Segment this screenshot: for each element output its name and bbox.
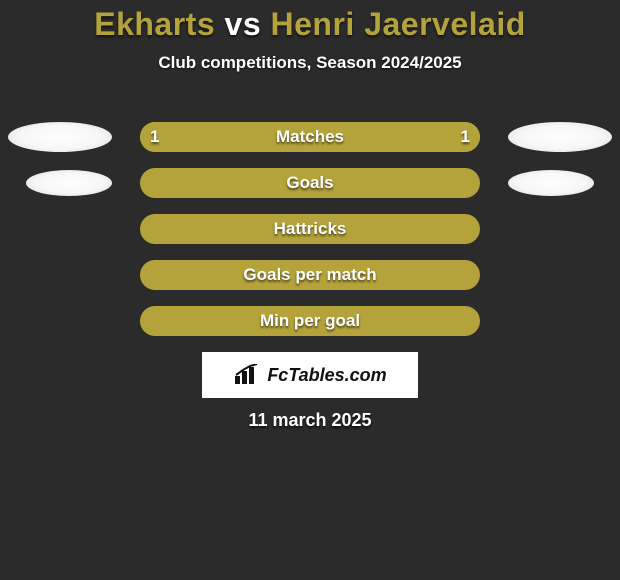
flank-ellipse-left [26,170,112,196]
stat-row: Goals per match [140,260,480,290]
vs-text: vs [225,6,262,42]
stat-label: Goals per match [243,265,376,285]
stat-label: Goals [286,173,333,193]
stat-row: Matches 1 1 [140,122,480,152]
stat-value-left: 1 [150,127,159,147]
subtitle: Club competitions, Season 2024/2025 [0,53,620,73]
flank-ellipse-left [8,122,112,152]
stat-label: Min per goal [260,311,360,331]
stat-label: Hattricks [274,219,347,239]
date-text: 11 march 2025 [248,410,371,431]
flank-ellipse-right [508,122,612,152]
stat-row: Min per goal [140,306,480,336]
player2-name: Henri Jaervelaid [271,6,526,42]
site-logo: FcTables.com [202,352,418,398]
site-logo-text: FcTables.com [267,365,386,386]
flank-ellipse-right [508,170,594,196]
stat-label: Matches [276,127,344,147]
stat-value-right: 1 [461,127,470,147]
stat-row: Goals [140,168,480,198]
page-title: Ekharts vs Henri Jaervelaid [0,0,620,43]
stat-row: Hattricks [140,214,480,244]
bars-icon [233,364,261,386]
player1-name: Ekharts [94,6,215,42]
